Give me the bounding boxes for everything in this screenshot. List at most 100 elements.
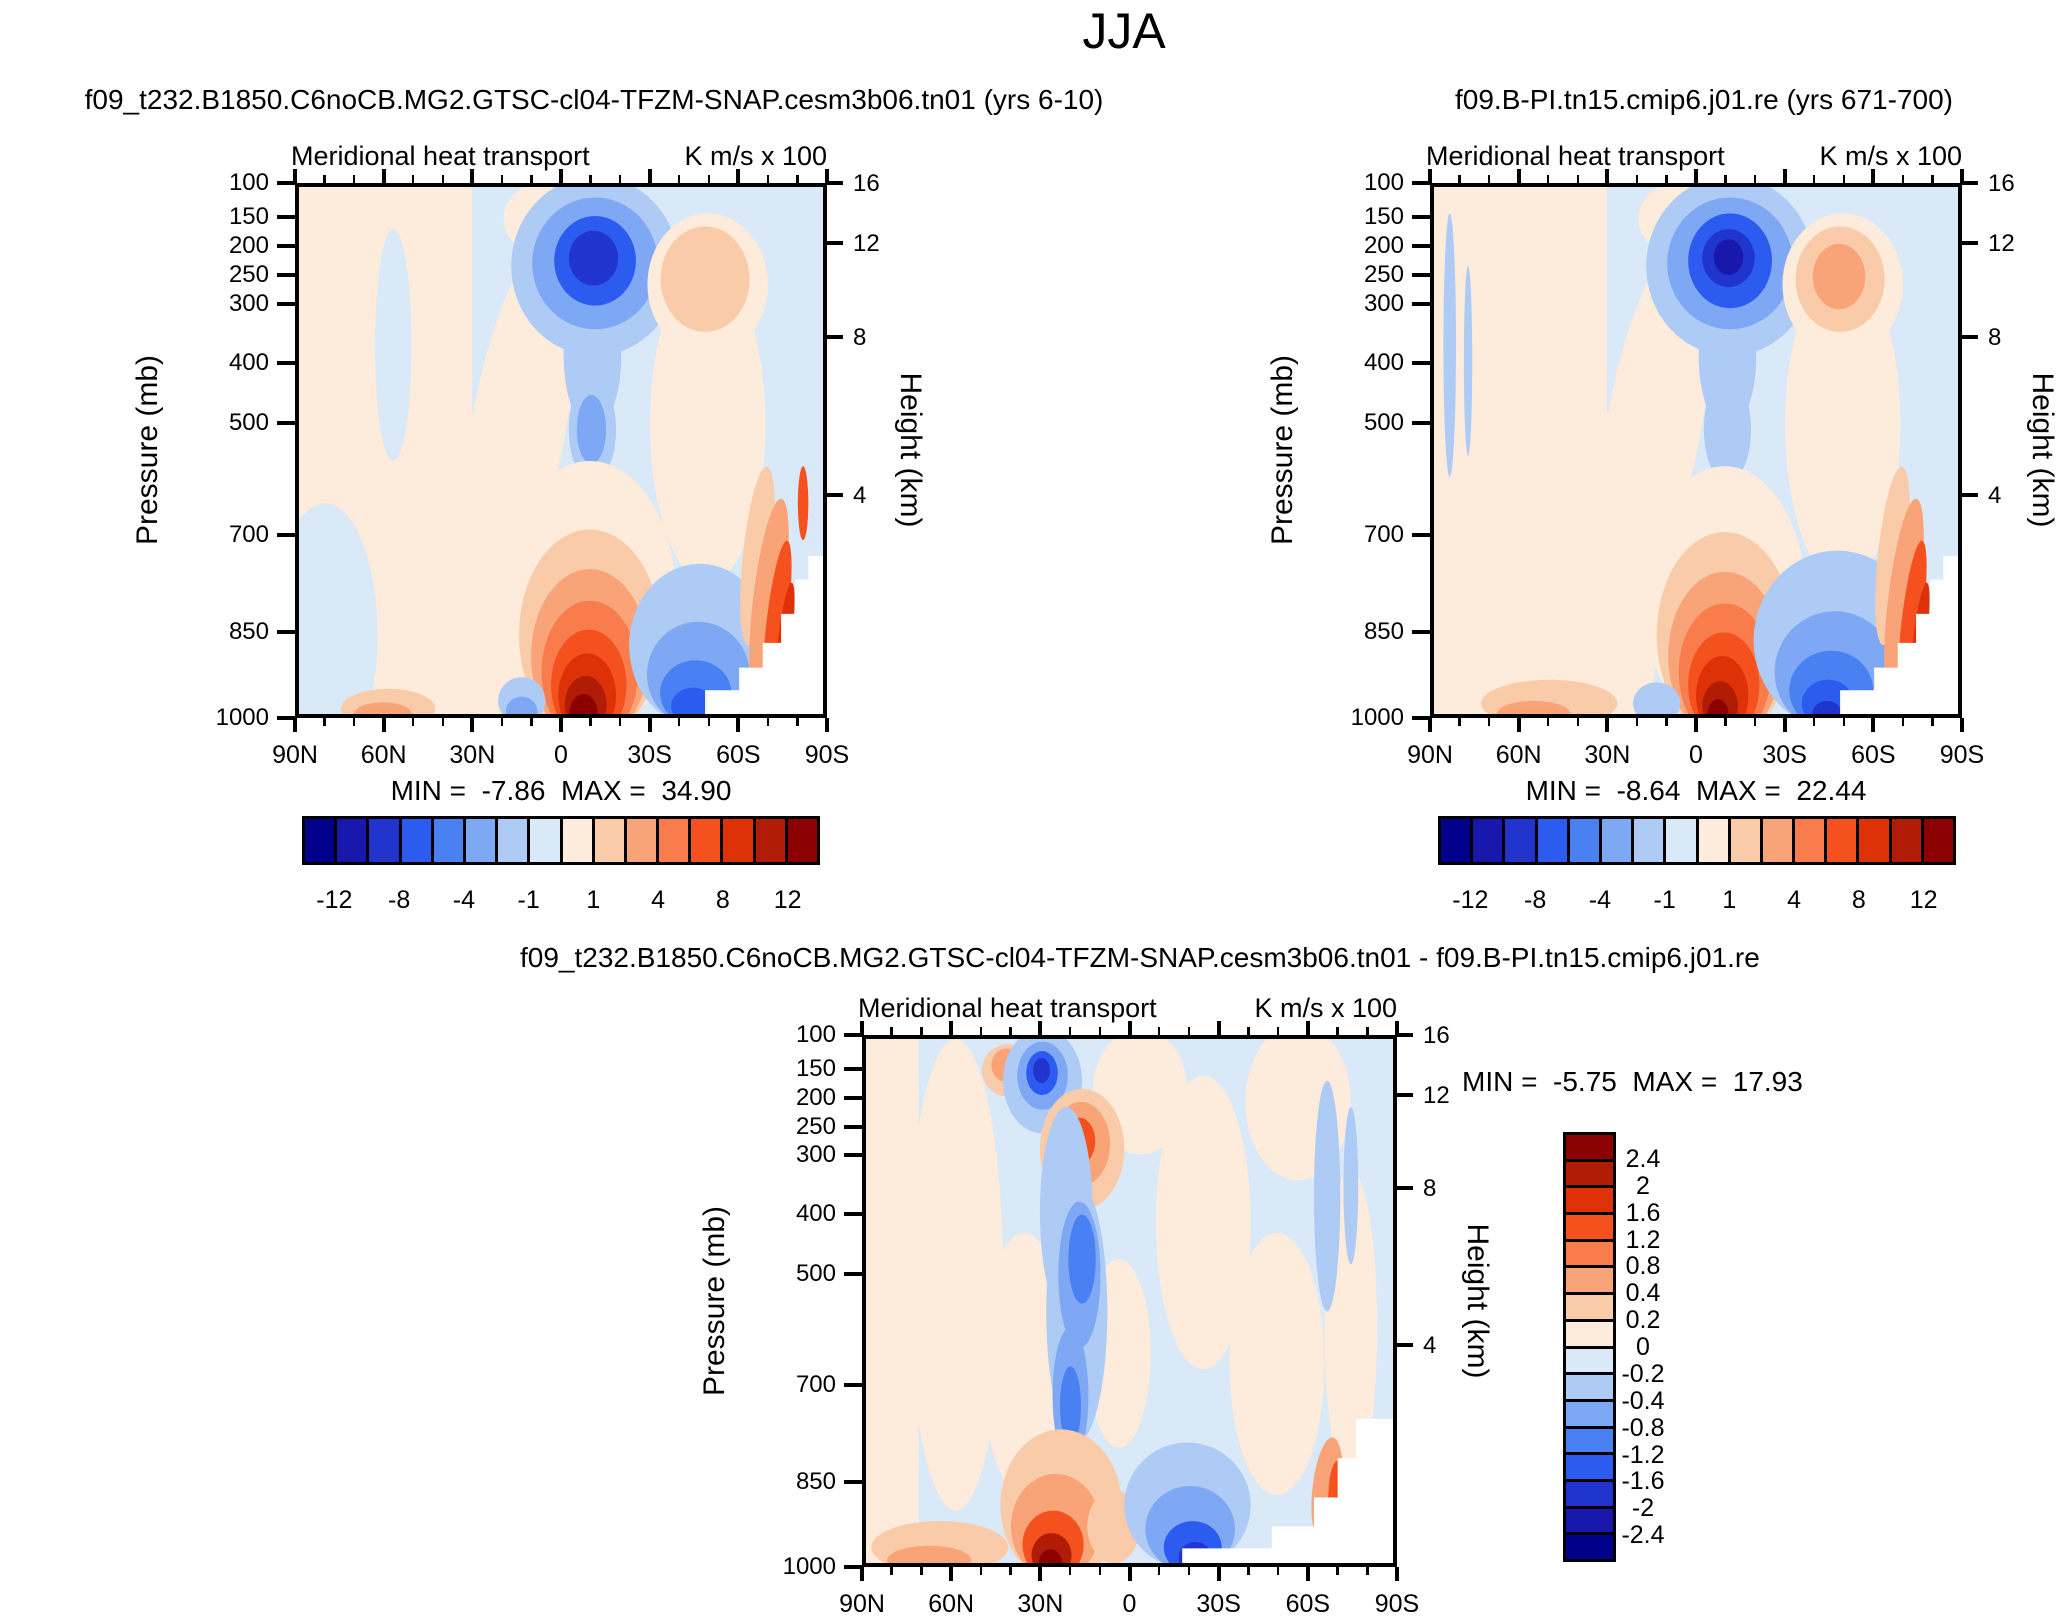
lat-tick	[979, 1027, 983, 1035]
lat-tick	[1038, 1021, 1043, 1035]
lat-tick	[949, 1021, 954, 1035]
lat-tick	[796, 175, 799, 183]
pressure-tick	[1412, 181, 1430, 185]
panel3-contour-plot	[862, 1035, 1397, 1567]
lat-tick	[766, 718, 770, 726]
pressure-tick-label: 150	[795, 1054, 836, 1082]
terrain-mask	[1840, 555, 1958, 714]
pressure-tick	[1412, 421, 1430, 425]
colorbar-cell	[1566, 1425, 1613, 1453]
lat-tick	[323, 718, 326, 726]
lat-tick	[1127, 1567, 1132, 1581]
pressure-tick	[844, 1271, 862, 1276]
x-tick-label: 0	[1122, 1590, 1137, 1616]
colorbar	[1563, 1132, 1616, 1562]
colorbar-cell	[623, 819, 657, 862]
lat-tick	[470, 169, 475, 183]
colorbar-cell	[1566, 1372, 1613, 1399]
panel1-pressure-axis-title: Pressure (mb)	[131, 354, 164, 546]
height-tick	[1397, 1343, 1413, 1348]
lat-tick	[1724, 175, 1727, 183]
x-tick-label: 60N	[1495, 741, 1542, 769]
colorbar-cell	[1727, 819, 1760, 862]
pressure-tick	[277, 716, 295, 720]
lat-tick	[1098, 1027, 1102, 1035]
lat-tick	[1931, 718, 1934, 726]
panel2-pressure-axis-title: Pressure (mb)	[1266, 354, 1299, 546]
height-tick	[1962, 492, 1978, 497]
colorbar-cell	[1920, 819, 1953, 862]
colorbar-cell	[1566, 1292, 1613, 1319]
lat-tick	[860, 1021, 864, 1035]
lat-tick	[1576, 718, 1580, 726]
colorbar-tick-label: -8	[1524, 886, 1547, 914]
pressure-tick-label: 200	[228, 232, 269, 260]
colorbar-tick-label: 0.8	[1625, 1252, 1661, 1281]
lat-tick	[1157, 1027, 1161, 1035]
lat-tick	[1458, 175, 1461, 183]
lat-tick	[890, 1027, 893, 1035]
lat-tick	[1724, 718, 1727, 726]
height-tick	[827, 335, 843, 340]
colorbar-tick-label: -1.2	[1621, 1440, 1665, 1469]
lat-tick	[1098, 1567, 1102, 1575]
lat-tick	[352, 175, 356, 183]
pressure-tick-label: 500	[795, 1259, 836, 1287]
height-tick	[1962, 335, 1978, 340]
colorbar-cell	[1534, 819, 1567, 862]
lat-tick	[860, 1567, 864, 1581]
lat-tick	[1366, 1567, 1369, 1575]
colorbar-tick-label: -1	[517, 886, 540, 914]
lat-tick	[1842, 175, 1846, 183]
colorbar-tick-label: -4	[452, 886, 475, 914]
pressure-tick-label: 150	[1363, 203, 1404, 231]
colorbar-cell	[1566, 819, 1599, 862]
colorbar-cell	[527, 819, 560, 862]
pressure-tick-label: 250	[1363, 261, 1404, 289]
figure-title: JJA	[1082, 3, 1166, 59]
colorbar-cell	[334, 819, 367, 862]
x-tick-label: 90S	[1374, 1590, 1420, 1616]
lat-tick	[1395, 1021, 1399, 1035]
lat-tick	[1635, 718, 1639, 726]
panel2-header: f09.B-PI.tn15.cmip6.j01.re (yrs 671-700)	[1454, 84, 1953, 115]
height-tick-label: 8	[853, 324, 867, 352]
pressure-tick	[277, 630, 295, 635]
lat-tick	[1127, 1021, 1132, 1035]
colorbar-tick-label: -12	[1452, 886, 1489, 914]
colorbar-cell	[688, 819, 721, 862]
pressure-tick-label: 200	[795, 1083, 836, 1111]
lat-tick	[1216, 1021, 1221, 1035]
pressure-tick-label: 300	[228, 290, 269, 318]
lat-tick	[979, 1567, 983, 1575]
lat-tick	[500, 175, 504, 183]
height-tick-label: 12	[1423, 1081, 1450, 1109]
lat-tick	[1782, 169, 1787, 183]
lat-tick	[1901, 718, 1905, 726]
lat-tick	[1901, 175, 1905, 183]
x-tick-label: 90N	[272, 741, 318, 769]
lat-tick	[618, 175, 622, 183]
lat-tick	[1487, 718, 1491, 726]
pressure-tick-label: 100	[228, 169, 269, 196]
x-tick-label: 60S	[716, 741, 761, 769]
colorbar-tick-label: 2.4	[1625, 1144, 1661, 1173]
lat-tick	[1157, 1567, 1161, 1575]
height-tick-label: 16	[853, 170, 880, 197]
lat-tick	[1782, 718, 1787, 732]
colorbar-tick-label: 8	[715, 886, 730, 914]
panel1-units-label: K m/s x 100	[684, 141, 827, 171]
panel3-units-label: K m/s x 100	[1254, 993, 1397, 1023]
pressure-tick-label: 100	[795, 1021, 836, 1048]
height-tick	[827, 181, 843, 185]
x-tick-label: 30N	[449, 741, 496, 769]
colorbar-cell	[1566, 1532, 1613, 1559]
panel1-header: f09_t232.B1850.C6noCB.MG2.GTSC-cl04-TFZM…	[84, 84, 1104, 115]
lat-tick	[1068, 1567, 1072, 1575]
lat-tick	[441, 718, 445, 726]
height-tick	[1397, 1092, 1413, 1097]
lat-tick	[559, 169, 563, 183]
pressure-tick-label: 300	[1363, 290, 1404, 318]
lat-tick	[707, 175, 711, 183]
lat-tick	[411, 175, 415, 183]
